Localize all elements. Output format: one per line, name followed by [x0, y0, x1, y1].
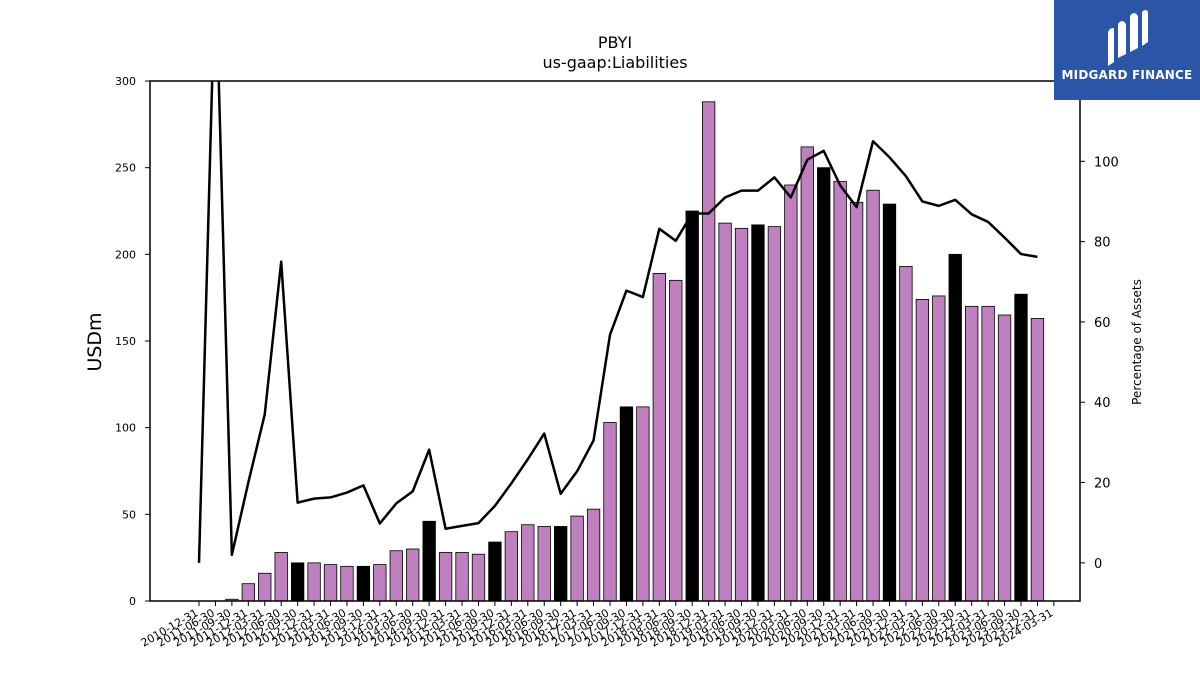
x-axis: 2010-12-312011-06-302011-09-302011-12-31… [139, 601, 1055, 650]
bar [981, 305, 995, 602]
y-axis-left: 0 50 100 150 200 250 300 [115, 75, 150, 608]
y-axis-right-label: Percentage of Assets [1130, 279, 1144, 405]
bar [406, 548, 420, 602]
bar [882, 203, 897, 602]
bar [899, 266, 913, 602]
bar [751, 224, 765, 602]
y-tick-label-right: 80 [1094, 236, 1111, 251]
bar [685, 210, 699, 602]
y-tick-label-right: 20 [1094, 477, 1111, 492]
bar [274, 552, 288, 602]
bar [554, 526, 568, 602]
y-tick-label-left: 150 [115, 335, 136, 348]
bar [471, 553, 486, 602]
bar [521, 524, 535, 602]
bar [817, 167, 831, 602]
bar [603, 422, 617, 602]
bar [422, 520, 436, 602]
bar [701, 101, 716, 602]
bar [537, 526, 551, 602]
logo-mark-icon [1108, 10, 1148, 66]
y-tick-label-left: 300 [115, 75, 136, 88]
chart-subtitle: us-gaap:Liabilities [542, 53, 687, 72]
y-tick-label-left: 250 [115, 162, 136, 175]
bar [932, 295, 946, 602]
bar [734, 227, 749, 602]
bar [323, 564, 338, 602]
bar [290, 562, 305, 602]
y-tick-label-right: 60 [1094, 316, 1111, 331]
bar [340, 565, 354, 602]
chart-title: PBYI [598, 33, 632, 52]
bar [586, 508, 601, 602]
bar [767, 226, 782, 602]
bar [570, 515, 584, 602]
bar [389, 550, 403, 602]
bar [948, 253, 962, 602]
y-axis-left-label: USDm [84, 312, 106, 371]
bar [997, 314, 1012, 602]
y-tick-label-left: 200 [115, 248, 136, 261]
bar [1014, 293, 1028, 602]
bar-series [225, 101, 1045, 602]
y-tick-label-right: 40 [1094, 396, 1111, 411]
bar [504, 531, 519, 602]
bar [915, 298, 930, 602]
bar [866, 189, 880, 602]
bar [307, 562, 321, 602]
bar [833, 181, 847, 602]
bar [455, 552, 469, 602]
bar [488, 541, 502, 602]
bar [636, 406, 650, 602]
bar [849, 201, 864, 602]
y-tick-label-right: 100 [1094, 155, 1119, 170]
y-tick-label-left: 100 [115, 422, 136, 435]
bar [258, 572, 272, 602]
bar [619, 406, 634, 602]
bar [718, 222, 732, 602]
line-series [197, 81, 1038, 563]
y-tick-label-right: 0 [1094, 557, 1102, 572]
y-tick-label-left: 50 [122, 508, 136, 521]
y-tick-label-left: 0 [129, 595, 136, 608]
bar [438, 552, 453, 602]
logo-text: MIDGARD FINANCE [1061, 68, 1193, 82]
bar [800, 146, 814, 602]
bar [241, 583, 255, 602]
y-axis-right: 0 20 40 60 80 100 [1080, 155, 1119, 572]
bar [1030, 318, 1045, 602]
bar [652, 272, 666, 602]
bar [965, 305, 979, 602]
bar [356, 565, 371, 602]
brand-logo: MIDGARD FINANCE [1054, 0, 1200, 100]
bar [669, 279, 683, 602]
bar [784, 184, 798, 602]
bar [373, 564, 387, 602]
line-path [197, 81, 1038, 563]
